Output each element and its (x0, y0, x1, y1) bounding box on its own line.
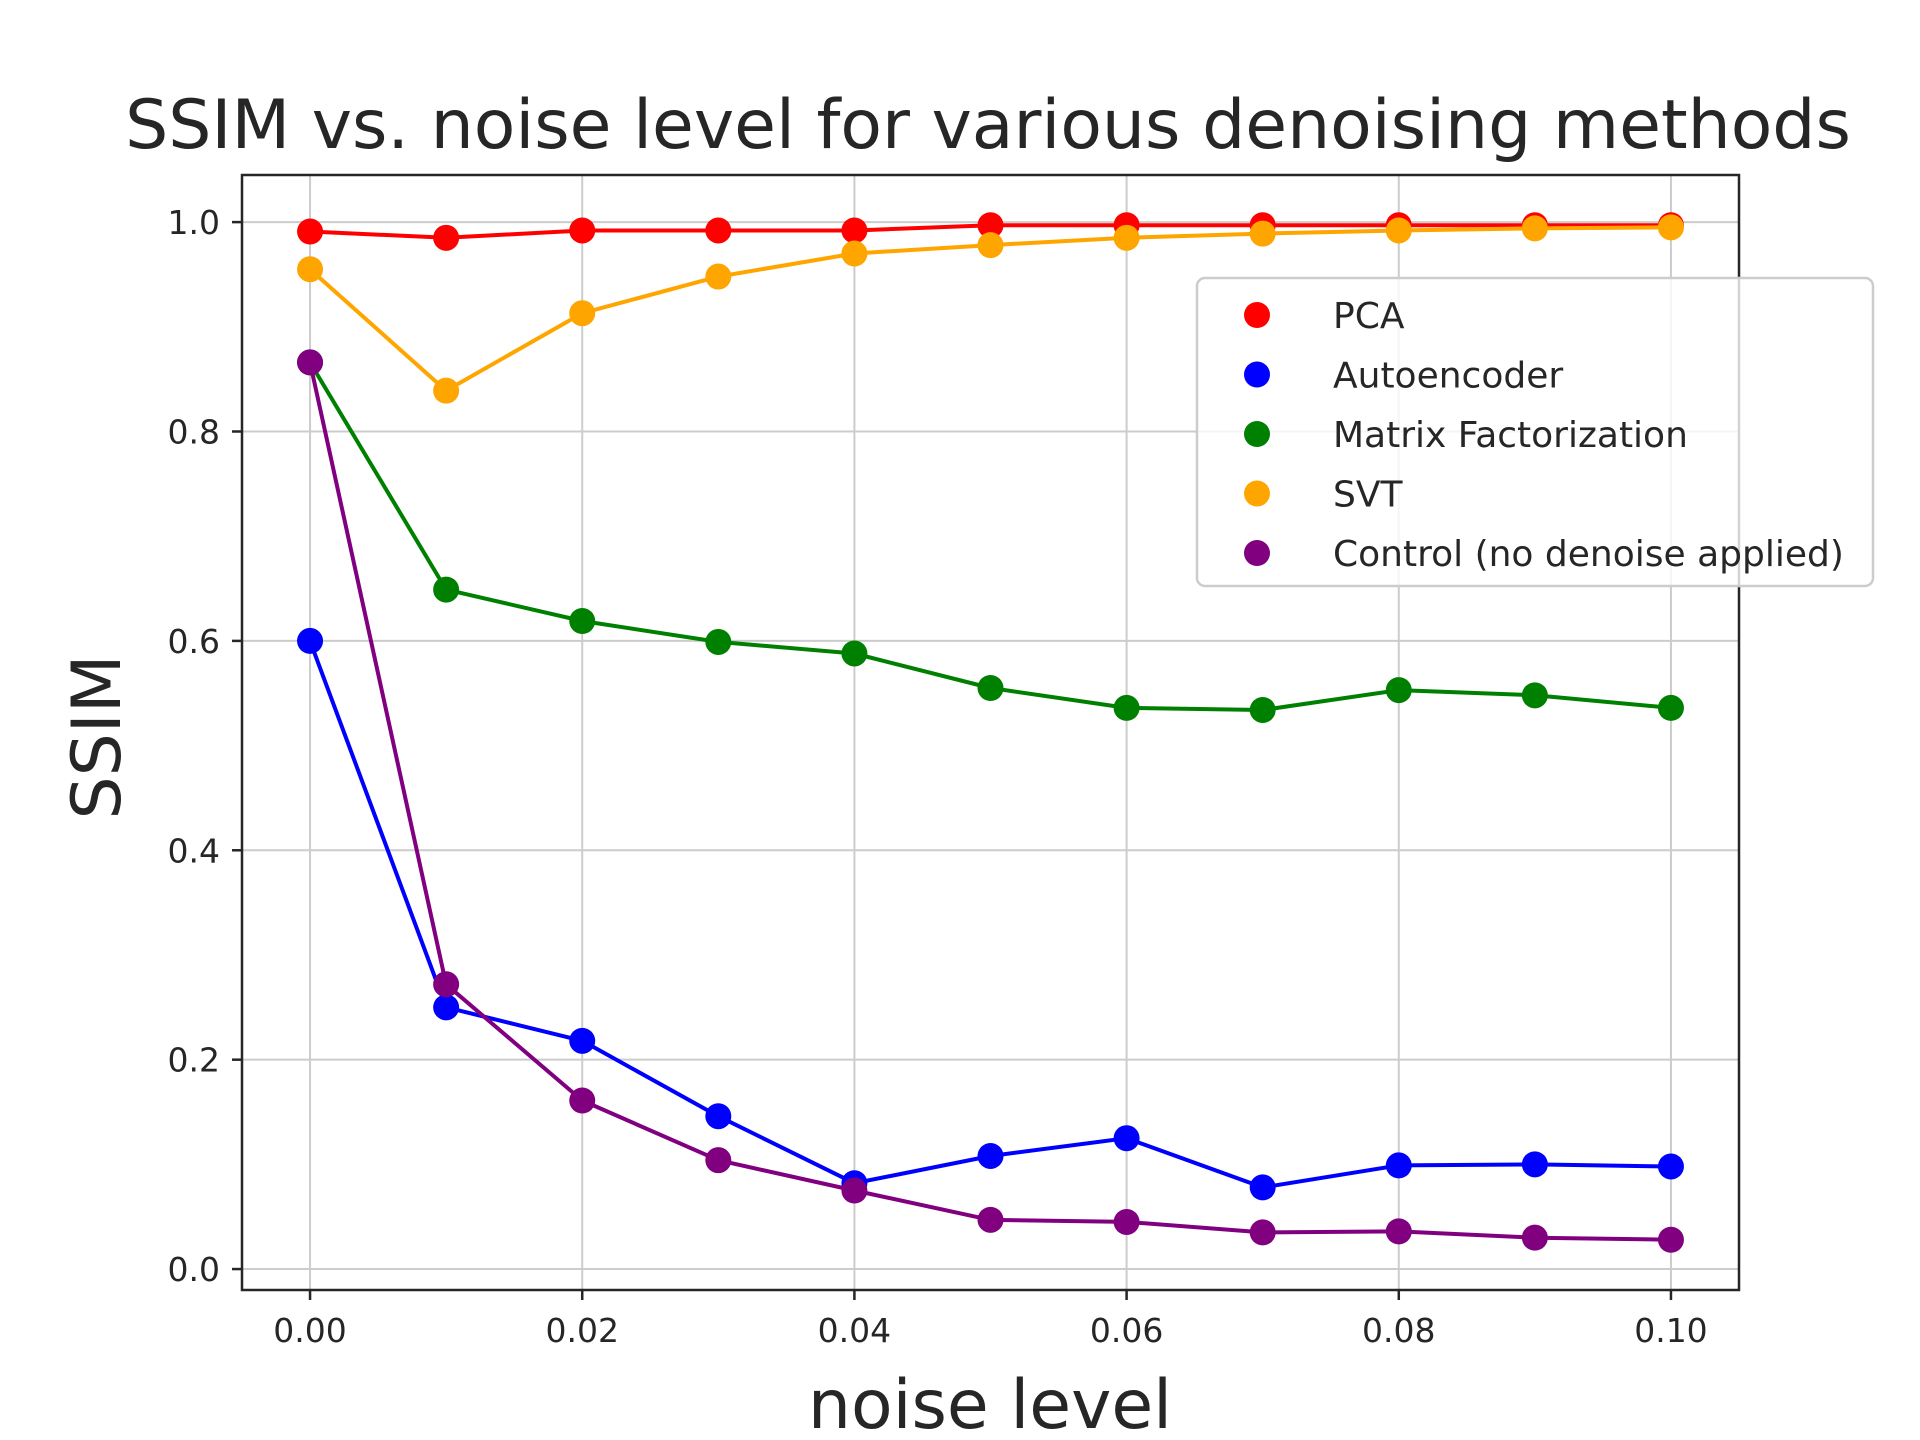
data-point-control-no-denoise-applied (1521, 1224, 1548, 1251)
data-point-svt (569, 300, 596, 327)
data-point-svt (841, 240, 868, 267)
data-point-control-no-denoise-applied (705, 1147, 732, 1174)
legend: PCA Autoencoder Matrix Factorization SVT Con… (1195, 276, 1875, 588)
data-point-control-no-denoise-applied (1657, 1226, 1684, 1253)
x-tick-label: 0.02 (545, 1311, 618, 1350)
legend-item-control-no-denoise-applied: Control (no denoise applied) (1244, 534, 1844, 575)
data-point-autoencoder (1249, 1174, 1276, 1201)
data-point-control-no-denoise-applied (569, 1087, 596, 1114)
legend-label: PCA (1333, 296, 1405, 337)
data-point-pca (841, 217, 868, 244)
y-axis-label: SSIM (58, 654, 137, 819)
data-point-autoencoder (1113, 1125, 1140, 1152)
x-tick-label: 0.00 (273, 1311, 346, 1350)
data-point-control-no-denoise-applied (433, 971, 460, 998)
data-point-pca (569, 217, 596, 244)
legend-item-pca: PCA (1244, 296, 1405, 337)
data-point-matrix-factorization (1385, 677, 1412, 704)
data-point-pca (433, 224, 460, 251)
chart-title: SSIM vs. noise level for various denoisi… (125, 86, 1851, 165)
data-point-pca (705, 217, 732, 244)
data-point-pca (297, 218, 324, 245)
legend-label: Matrix Factorization (1333, 415, 1688, 456)
x-tick-label: 0.10 (1634, 1311, 1707, 1350)
legend-label: SVT (1333, 475, 1403, 516)
x-axis-label: noise level (808, 1366, 1172, 1440)
x-tick-label: 0.06 (1090, 1311, 1163, 1350)
data-point-svt (1113, 224, 1140, 251)
data-point-control-no-denoise-applied (841, 1177, 868, 1204)
data-point-pca (977, 212, 1004, 239)
series-autoencoder (297, 627, 1684, 1201)
data-point-matrix-factorization (977, 675, 1004, 702)
data-point-control-no-denoise-applied (1113, 1208, 1140, 1235)
data-point-autoencoder (569, 1027, 596, 1054)
legend-marker (1244, 421, 1270, 447)
data-point-autoencoder (1385, 1152, 1412, 1179)
data-point-control-no-denoise-applied (1249, 1219, 1276, 1246)
y-tick-label: 0.2 (168, 1041, 220, 1080)
data-point-autoencoder (977, 1142, 1004, 1169)
y-tick-label: 0.0 (168, 1250, 220, 1289)
data-point-svt (705, 263, 732, 290)
data-point-control-no-denoise-applied (977, 1206, 1004, 1233)
legend-marker (1244, 540, 1270, 566)
data-point-svt (297, 256, 324, 283)
data-point-autoencoder (705, 1103, 732, 1130)
y-tick-label: 0.6 (168, 622, 220, 661)
x-tick-label: 0.04 (818, 1311, 891, 1350)
series-control-no-denoise-applied (297, 349, 1684, 1253)
data-point-autoencoder (297, 627, 324, 654)
axis-ticks: 0.00 0.02 0.04 0.06 0.08 0.10 0.0 0.2 0.4 0.6 0.8 1… (168, 203, 1708, 1350)
data-point-matrix-factorization (569, 608, 596, 634)
plot-frame (240, 173, 1741, 1292)
data-point-autoencoder (433, 994, 460, 1021)
legend-item-matrix-factorization: Matrix Factorization (1244, 415, 1688, 456)
series-line-autoencoder (308, 640, 1672, 1190)
data-point-svt (1657, 214, 1684, 241)
data-point-control-no-denoise-applied (297, 349, 324, 376)
data-point-matrix-factorization (1521, 682, 1548, 709)
data-point-svt (1521, 215, 1548, 242)
data-point-autoencoder (1521, 1151, 1548, 1178)
legend-marker (1244, 302, 1270, 328)
legend-item-autoencoder: Autoencoder (1244, 356, 1563, 397)
data-point-matrix-factorization (705, 628, 732, 655)
data-point-matrix-factorization (433, 576, 460, 603)
series-svt (297, 214, 1684, 404)
x-tick-label: 0.08 (1362, 1311, 1435, 1350)
y-tick-label: 0.8 (168, 413, 220, 452)
legend-label: Control (no denoise applied) (1333, 534, 1844, 575)
data-point-matrix-factorization (1657, 694, 1684, 721)
data-point-svt (1385, 217, 1412, 244)
data-point-control-no-denoise-applied (1385, 1218, 1412, 1245)
legend-marker (1244, 361, 1270, 388)
data-point-svt (433, 377, 460, 404)
data-point-svt (1249, 220, 1276, 247)
data-point-matrix-factorization (841, 640, 868, 667)
legend-frame (1195, 276, 1875, 588)
y-tick-label: 0.4 (168, 831, 220, 870)
series-matrix-factorization (297, 349, 1684, 723)
data-point-matrix-factorization (1113, 694, 1140, 721)
legend-marker (1244, 480, 1270, 507)
y-tick-label: 1.0 (168, 203, 220, 242)
legend-label: Autoencoder (1333, 356, 1563, 397)
data-point-matrix-factorization (1249, 696, 1276, 723)
legend-item-svt: SVT (1244, 475, 1403, 516)
data-point-svt (977, 232, 1004, 259)
data-point-autoencoder (1657, 1153, 1684, 1180)
series-layer (297, 212, 1684, 1253)
